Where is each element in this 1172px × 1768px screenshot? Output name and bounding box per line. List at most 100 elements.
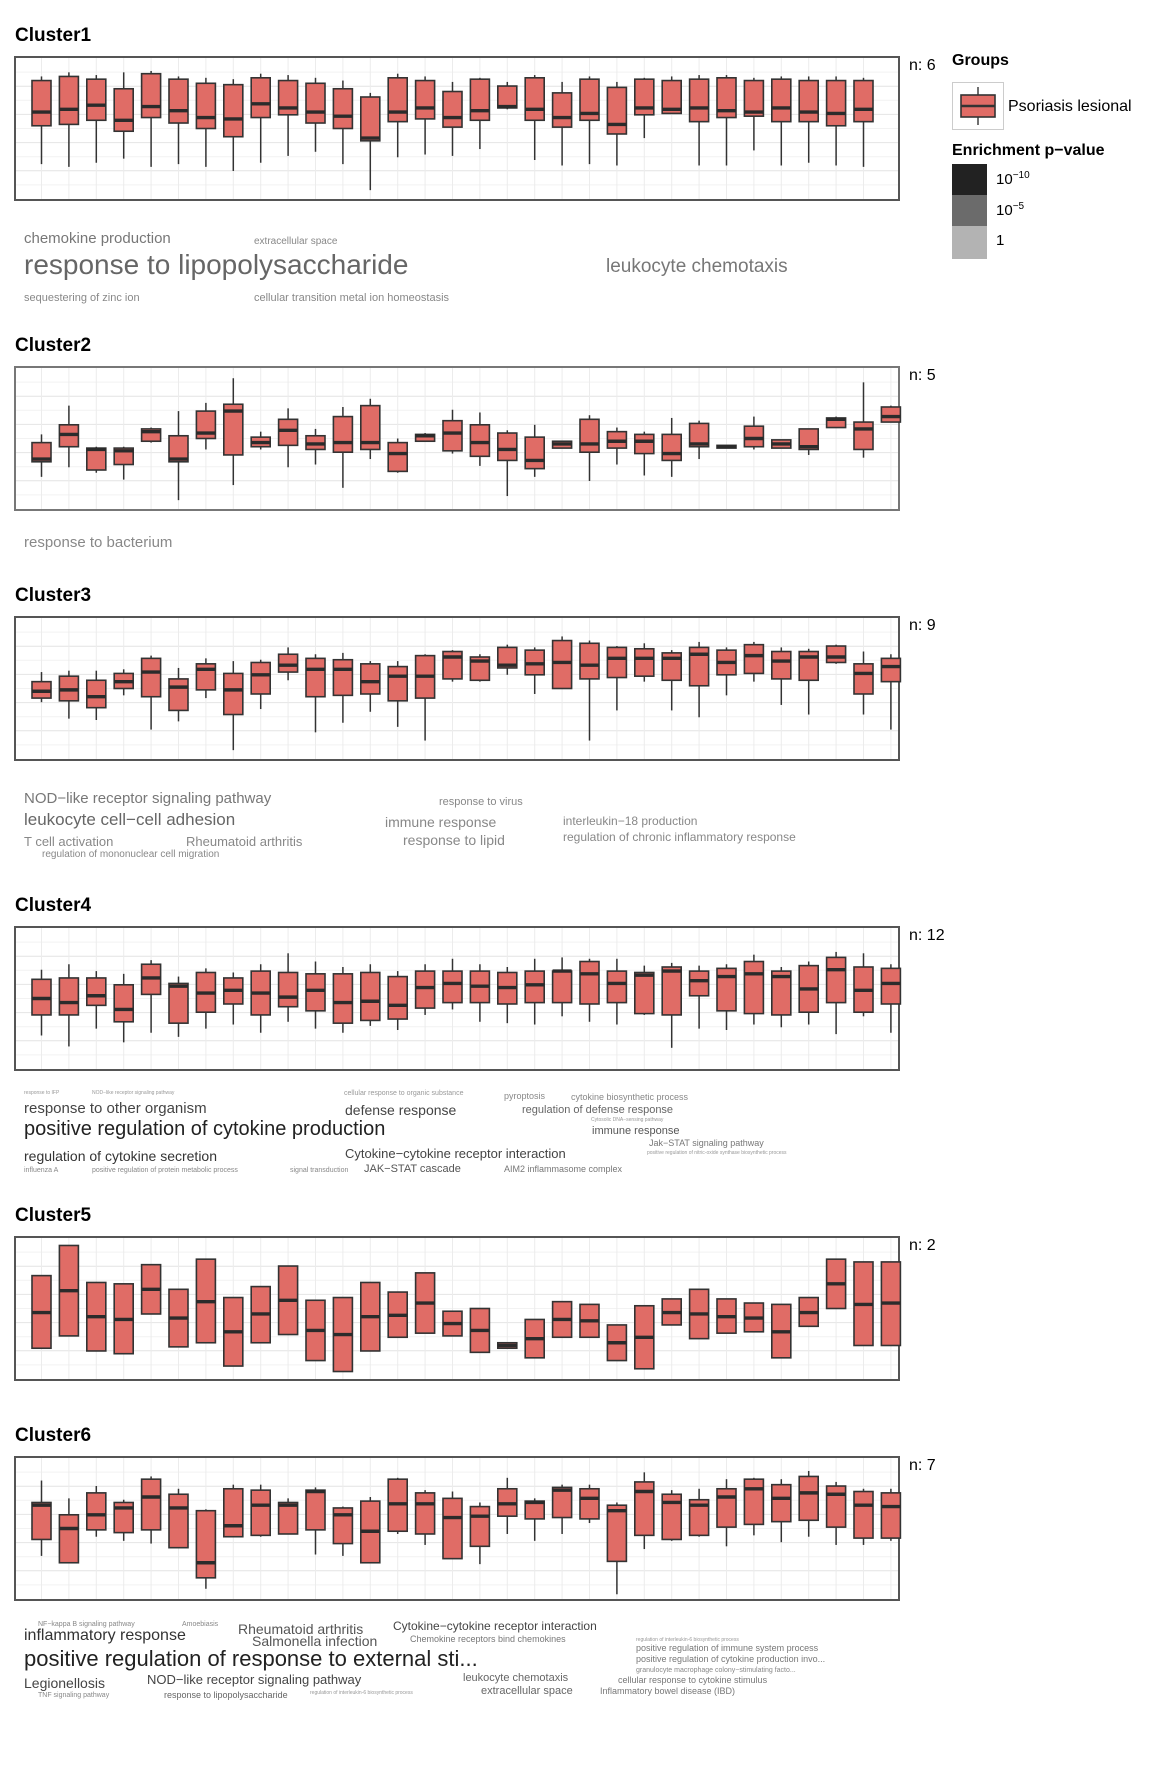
box-32 <box>880 405 902 423</box>
enrichment-term: AIM2 inflammasome complex <box>504 1164 623 1174</box>
box-iqr <box>524 436 546 470</box>
box-19 <box>524 958 546 1025</box>
box-5 <box>140 1476 162 1544</box>
box-4 <box>113 72 134 159</box>
box-21 <box>579 76 600 165</box>
box-9 <box>250 964 271 1033</box>
box-iqr <box>661 966 683 1016</box>
box-iqr <box>168 982 189 1024</box>
box-iqr <box>633 1481 655 1537</box>
box-iqr <box>633 78 655 116</box>
box-iqr <box>442 419 463 452</box>
box-iqr <box>798 1475 820 1522</box>
box-5 <box>140 1263 162 1315</box>
box-7 <box>195 1258 217 1344</box>
box-21 <box>579 1484 600 1524</box>
box-9 <box>250 659 271 710</box>
box-3 <box>86 670 107 721</box>
legend-pvalue-label: 10−5 <box>996 201 1025 219</box>
box-18 <box>496 644 518 675</box>
box-iqr <box>31 1501 52 1541</box>
box-23 <box>633 77 655 139</box>
box-25 <box>688 641 710 718</box>
enrichment-term: chemokine production <box>24 230 171 247</box>
cluster-title: Cluster6 <box>15 1425 92 1446</box>
box-iqr <box>880 967 902 1005</box>
box-iqr <box>277 418 299 447</box>
box-iqr <box>113 983 134 1023</box>
box-29 <box>798 76 820 163</box>
box-iqr <box>305 657 326 698</box>
enrichment-term: defense response <box>345 1102 457 1118</box>
box-27 <box>743 416 765 450</box>
box-iqr <box>359 663 381 695</box>
box-7 <box>195 1509 217 1589</box>
box-10 <box>277 408 299 468</box>
box-iqr <box>579 418 600 454</box>
enrichment-term: sequestering of zinc ion <box>24 292 140 304</box>
box-iqr <box>551 1486 573 1519</box>
box-iqr <box>168 1493 189 1549</box>
enrichment-term: NOD−like receptor signaling pathway <box>24 790 272 807</box>
box-25 <box>688 1488 710 1537</box>
box-iqr <box>332 1507 354 1545</box>
box-23 <box>633 431 655 476</box>
box-10 <box>277 1265 299 1336</box>
box-iqr <box>716 77 737 119</box>
box-iqr <box>579 1487 600 1520</box>
box-31 <box>853 77 874 167</box>
box-14 <box>387 661 409 727</box>
box-25 <box>688 1288 710 1340</box>
box-9 <box>250 1484 271 1537</box>
enrichment-term: Inflammatory bowel disease (IBD) <box>600 1686 736 1696</box>
box-14 <box>387 1291 409 1339</box>
box-19 <box>524 1498 546 1541</box>
box-iqr <box>770 78 792 123</box>
box-31 <box>853 1488 874 1545</box>
enrichment-term: regulation of chronic inflammatory respo… <box>563 830 796 844</box>
box-29 <box>798 961 820 1025</box>
cluster-n-label: n: 12 <box>909 927 945 944</box>
box-11 <box>305 77 326 152</box>
box-6 <box>168 1488 189 1549</box>
box-12 <box>332 406 354 488</box>
box-19 <box>524 647 546 694</box>
box-12 <box>332 1506 354 1556</box>
box-26 <box>716 1298 737 1334</box>
cluster-n-label: n: 2 <box>909 1237 936 1254</box>
enrichment-term: regulation of cytokine secretion <box>24 1148 217 1164</box>
box-19 <box>524 1318 546 1359</box>
box-17 <box>469 1502 491 1565</box>
box-18 <box>496 966 518 1024</box>
box-12 <box>332 652 354 723</box>
enrichment-term: Rheumatoid arthritis <box>186 834 303 849</box>
box-29 <box>798 1470 820 1537</box>
legend-pvalue-swatch <box>952 164 987 197</box>
box-iqr <box>387 665 409 702</box>
box-21 <box>579 415 600 481</box>
enrichment-term: response to IFP <box>24 1090 60 1096</box>
box-3 <box>86 446 107 473</box>
box-26 <box>716 444 737 449</box>
box-8 <box>223 79 244 171</box>
box-13 <box>359 398 381 460</box>
box-iqr <box>716 1487 737 1528</box>
enrichment-term: positive regulation of protein metabolic… <box>92 1167 238 1174</box>
box-1 <box>31 1274 52 1350</box>
box-17 <box>469 77 491 150</box>
box-20 <box>551 81 573 166</box>
box-16 <box>442 1310 463 1337</box>
box-iqr <box>168 434 189 463</box>
box-26 <box>716 964 737 1031</box>
box-15 <box>414 1272 436 1334</box>
box-32 <box>880 1261 902 1347</box>
enrichment-term: leukocyte cell−cell adhesion <box>24 810 236 829</box>
box-1 <box>31 76 52 165</box>
box-17 <box>469 964 491 1022</box>
box-24 <box>661 417 683 477</box>
enrichment-term: leukocyte chemotaxis <box>463 1672 569 1684</box>
box-14 <box>387 438 409 473</box>
box-27 <box>743 1302 765 1333</box>
box-iqr <box>250 1489 271 1537</box>
box-iqr <box>250 661 271 695</box>
